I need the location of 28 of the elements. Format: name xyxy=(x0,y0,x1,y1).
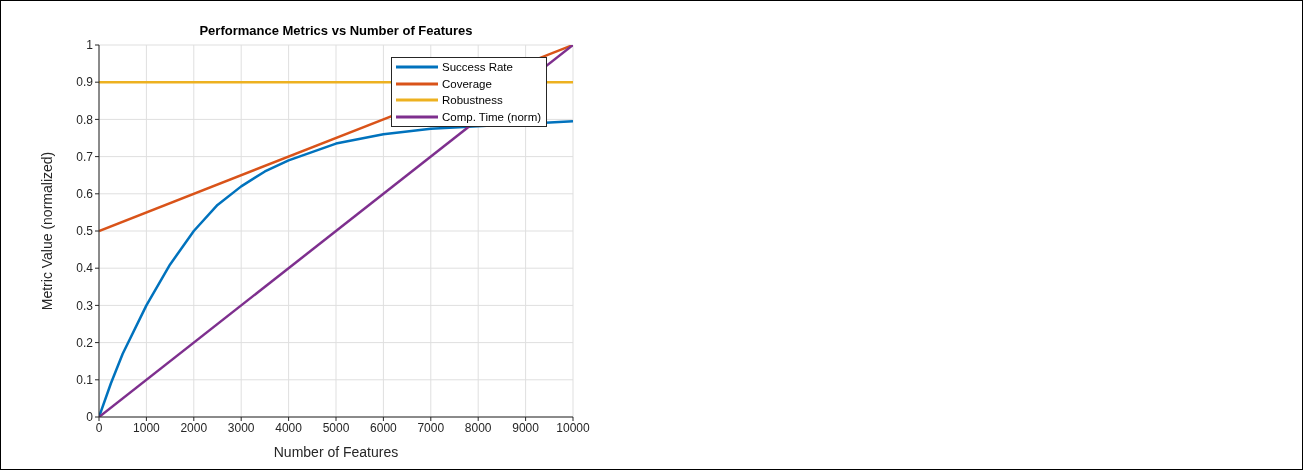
y-tick-label: 0.1 xyxy=(76,373,94,388)
y-tick-label: 0.2 xyxy=(76,335,94,350)
legend-label: Success Rate xyxy=(442,61,513,74)
x-tick-label: 10000 xyxy=(556,420,591,435)
y-tick-label: 0.7 xyxy=(76,149,94,164)
x-tick-label: 3000 xyxy=(227,420,255,435)
x-axis-title: Number of Features xyxy=(273,444,399,460)
y-tick-label: 0.9 xyxy=(76,75,94,90)
y-tick-label: 0 xyxy=(86,410,94,425)
y-tick-label: 0.8 xyxy=(76,112,94,127)
x-tick-label: 8000 xyxy=(464,420,492,435)
x-tick-label: 5000 xyxy=(322,420,350,435)
legend-label: Coverage xyxy=(442,77,492,90)
y-tick-label: 0.3 xyxy=(76,298,94,313)
y-tick-label: 0.5 xyxy=(76,224,94,239)
y-axis-title: Metric Value (normalized) xyxy=(38,151,55,311)
x-tick-label: 4000 xyxy=(275,420,303,435)
x-tick-label: 2000 xyxy=(180,420,208,435)
y-tick-label: 0.4 xyxy=(76,261,94,276)
legend-label: Comp. Time (norm) xyxy=(442,110,542,123)
x-tick-label: 9000 xyxy=(512,420,540,435)
legend-label: Robustness xyxy=(442,94,503,107)
x-tick-label: 1000 xyxy=(133,420,161,435)
x-tick-label: 7000 xyxy=(417,420,445,435)
chart-title: Performance Metrics vs Number of Features xyxy=(198,23,474,38)
y-tick-label: 0.6 xyxy=(76,187,94,202)
x-tick-label: 6000 xyxy=(370,420,398,435)
y-tick-label: 1 xyxy=(86,38,94,53)
